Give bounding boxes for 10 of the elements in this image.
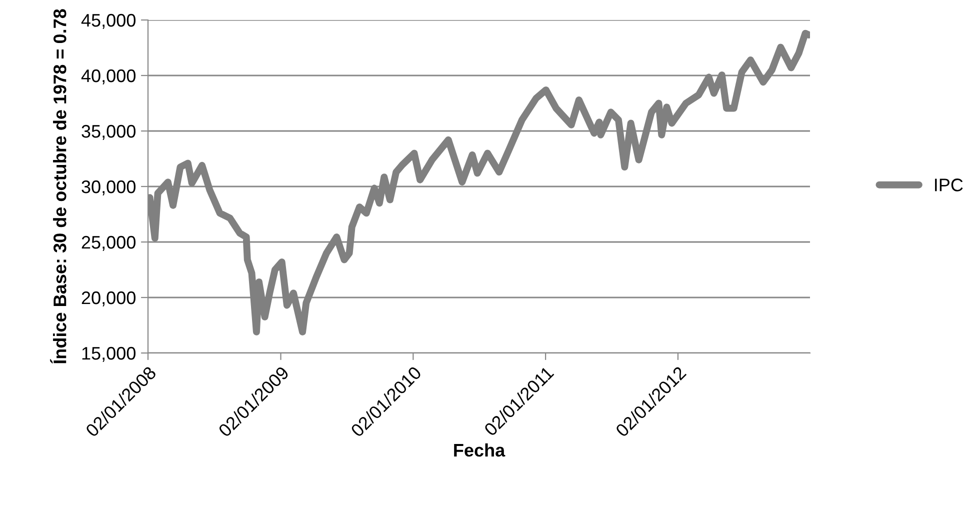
y-axis-title: Índice Base: 30 de octubre de 1978 = 0.78 [50, 9, 66, 364]
y-tick-label: 25,000 [82, 236, 136, 251]
x-axis-title: Fecha [454, 443, 506, 457]
y-tick-label: 40,000 [81, 69, 136, 84]
legend-label: IPC [935, 178, 963, 192]
y-tick-label: 35,000 [82, 124, 136, 140]
y-tick-label: 20,000 [82, 291, 136, 306]
y-tick-label: 15,000 [82, 346, 136, 362]
y-tick-label: 45,000 [81, 14, 136, 29]
y-tick-label: 30,000 [82, 180, 136, 196]
